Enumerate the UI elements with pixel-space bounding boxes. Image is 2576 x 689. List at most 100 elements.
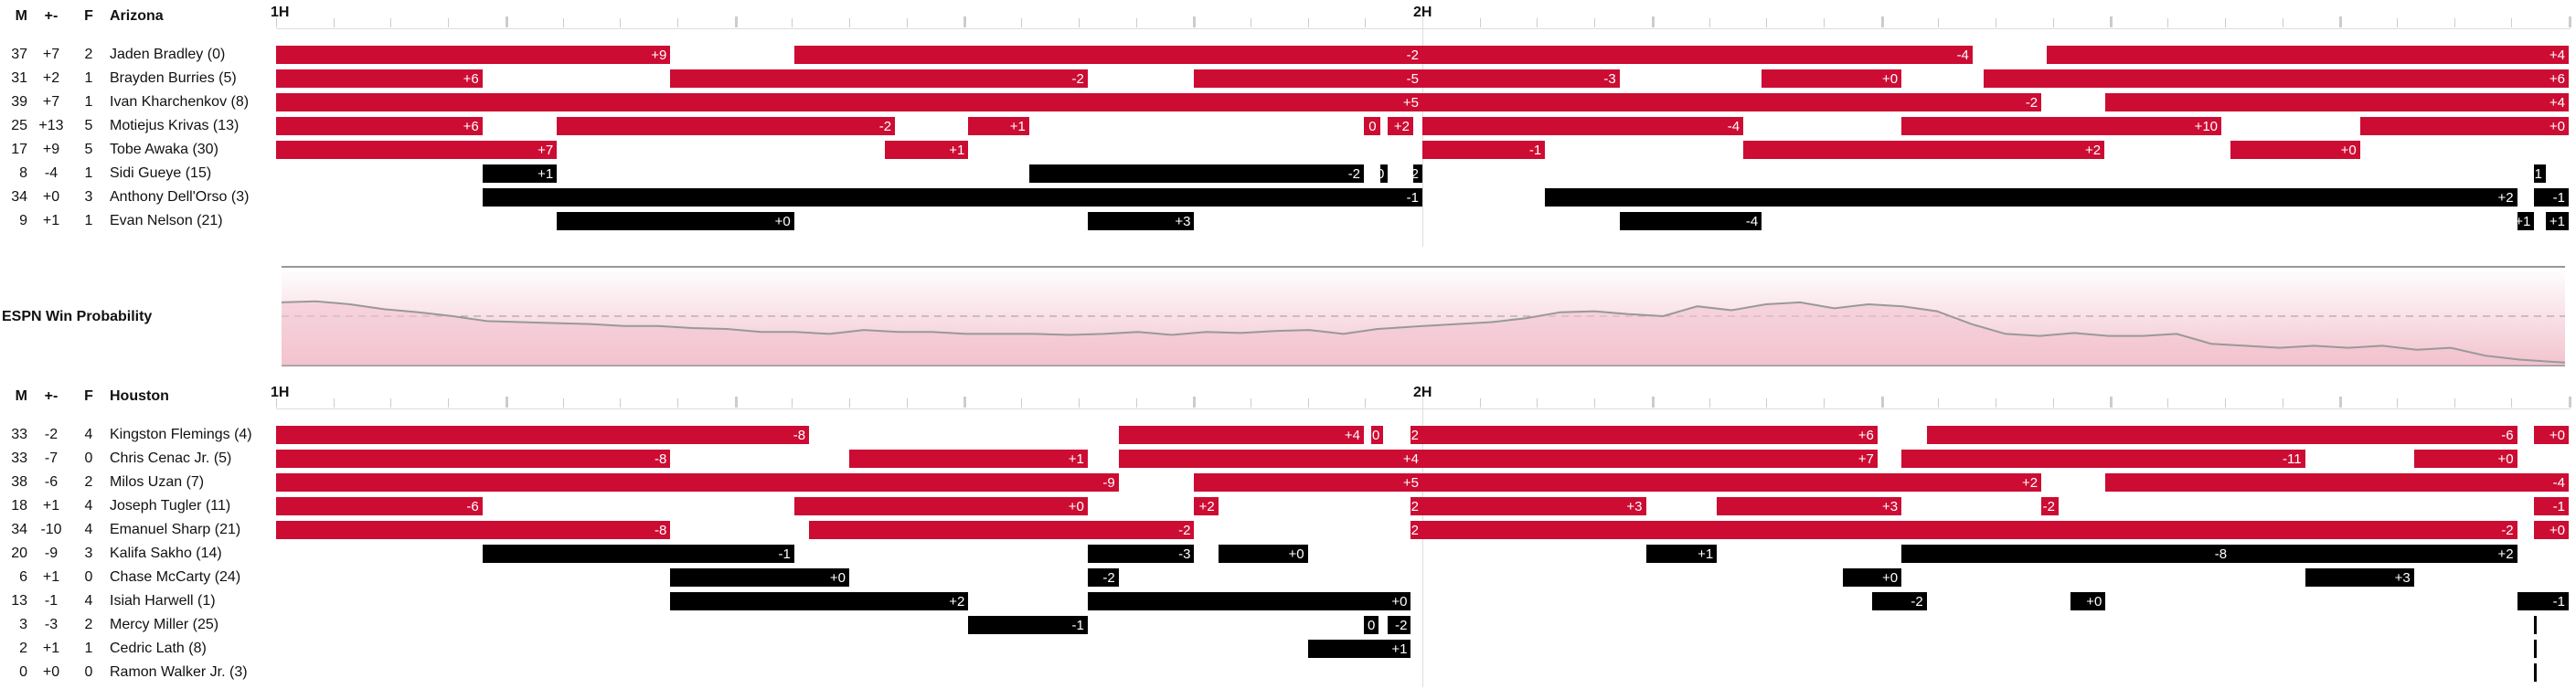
stint-bar-dark[interactable]: +1 [2545, 212, 2569, 230]
on-court-stint[interactable]: +6 [1422, 426, 1878, 444]
stint-bar-dark[interactable]: +0 [557, 212, 794, 230]
on-court-stint[interactable]: -4 [1422, 117, 1744, 135]
on-court-stint[interactable]: +2 [1422, 473, 2042, 492]
player-name[interactable]: Kingston Flemings (4) [110, 427, 252, 442]
on-court-stint[interactable]: +0 [2230, 141, 2360, 159]
on-court-stint[interactable]: +1 [849, 450, 1088, 468]
on-court-stint[interactable]: +5 [276, 93, 1422, 111]
stint-bar-dark[interactable]: +0 [1087, 592, 1411, 610]
on-court-stint[interactable]: +0 [1762, 69, 1902, 88]
stint-bar-dark[interactable]: -2 [1028, 164, 1365, 183]
on-court-stint[interactable]: -2 [1422, 521, 2517, 539]
on-court-stint[interactable]: +3 [1717, 497, 1902, 515]
on-court-stint[interactable]: -2 [1407, 497, 1422, 515]
stint-bar-dark[interactable]: 0 [1364, 616, 1379, 634]
on-court-stint[interactable]: +7 [276, 141, 558, 159]
on-court-stint[interactable]: +4 [1118, 426, 1365, 444]
player-name[interactable]: Milos Uzan (7) [110, 474, 205, 490]
player-name[interactable]: Chase McCarty (24) [110, 569, 241, 585]
on-court-stint[interactable]: -1 [2534, 497, 2569, 515]
on-court-stint[interactable]: +7 [1422, 450, 1878, 468]
stint-bar-dark[interactable]: -8 [1901, 545, 2231, 563]
on-court-stint[interactable]: +0 [793, 497, 1088, 515]
player-name[interactable]: Cedric Lath (8) [110, 641, 207, 656]
stint-bar-dark[interactable]: +0 [2070, 592, 2106, 610]
player-name[interactable]: Brayden Burries (5) [110, 70, 237, 86]
player-name[interactable]: Motiejus Krivas (13) [110, 118, 240, 133]
stint-bar-dark[interactable]: +0 [1843, 568, 1902, 587]
on-court-stint[interactable]: +4 [1118, 450, 1422, 468]
on-court-stint[interactable]: +6 [1984, 69, 2569, 88]
stint-bar-dark[interactable] [2534, 663, 2538, 682]
on-court-stint[interactable]: -6 [1926, 426, 2517, 444]
on-court-stint[interactable]: -2 [2041, 497, 2059, 515]
on-court-stint[interactable]: +0 [2413, 450, 2517, 468]
on-court-stint[interactable]: -1 [1422, 141, 1546, 159]
on-court-stint[interactable]: +4 [2105, 93, 2569, 111]
player-name[interactable]: Chris Cenac Jr. (5) [110, 450, 232, 466]
stint-bar-dark[interactable]: +1 [1307, 640, 1411, 658]
stint-bar-dark[interactable]: +3 [2305, 568, 2414, 587]
on-court-stint[interactable]: -8 [276, 521, 671, 539]
on-court-stint[interactable]: -2 [670, 69, 1088, 88]
stint-bar-dark[interactable]: -2 [1388, 616, 1411, 634]
stint-bar-dark[interactable]: -2 [1871, 592, 1927, 610]
stint-bar-dark[interactable]: -4 [1619, 212, 1762, 230]
player-name[interactable]: Tobe Awaka (30) [110, 142, 218, 157]
stint-bar-dark[interactable]: +0 [1218, 545, 1308, 563]
stint-bar-dark[interactable]: +0 [670, 568, 849, 587]
on-court-stint[interactable]: -5 [1194, 69, 1422, 88]
stint-bar-dark[interactable]: +1 [2515, 212, 2535, 230]
player-name[interactable]: Ivan Kharchenkov (8) [110, 94, 250, 110]
on-court-stint[interactable]: -3 [1422, 69, 1620, 88]
stint-bar-dark[interactable]: -1 [2534, 188, 2569, 207]
on-court-stint[interactable]: -6 [276, 497, 483, 515]
on-court-stint[interactable]: -11 [1901, 450, 2305, 468]
stint-bar-dark[interactable]: -3 [1087, 545, 1195, 563]
on-court-stint[interactable]: +0 [2359, 117, 2569, 135]
stint-bar-dark[interactable]: -1 [2517, 592, 2569, 610]
stint-bar-dark[interactable]: +1 [482, 164, 558, 183]
on-court-stint[interactable]: -2 [793, 46, 1422, 64]
stint-bar-dark[interactable] [2534, 616, 2538, 634]
stint-bar-dark[interactable]: -1 [968, 616, 1088, 634]
stint-bar-dark[interactable]: -2 [1087, 568, 1119, 587]
on-court-stint[interactable]: -2 [557, 117, 896, 135]
stint-bar-dark[interactable]: +3 [1087, 212, 1195, 230]
stint-bar-dark[interactable]: 0 [1377, 164, 1389, 183]
on-court-stint[interactable]: -2 [1422, 93, 2042, 111]
on-court-stint[interactable]: +6 [276, 69, 483, 88]
stint-bar-dark[interactable]: +1 [1645, 545, 1718, 563]
stint-bar-dark[interactable]: +2 [2230, 545, 2517, 563]
stint-bar-dark[interactable]: 1 [2534, 164, 2546, 183]
on-court-stint[interactable]: +10 [1901, 117, 2222, 135]
player-name[interactable]: Isiah Harwell (1) [110, 593, 216, 609]
player-name[interactable]: Kalifa Sakho (14) [110, 546, 222, 561]
on-court-stint[interactable]: -4 [1422, 46, 1973, 64]
stint-bar-dark[interactable]: -1 [482, 188, 1422, 207]
on-court-stint[interactable]: -4 [2105, 473, 2569, 492]
player-name[interactable]: Sidi Gueye (15) [110, 165, 212, 181]
stint-bar-dark[interactable] [2534, 640, 2538, 658]
on-court-stint[interactable]: +3 [1422, 497, 1646, 515]
on-court-stint[interactable]: -2 [1407, 426, 1422, 444]
player-name[interactable]: Emanuel Sharp (21) [110, 522, 241, 537]
player-name[interactable]: Evan Nelson (21) [110, 213, 223, 228]
on-court-stint[interactable]: 0 [1370, 426, 1384, 444]
on-court-stint[interactable]: +2 [1194, 497, 1219, 515]
on-court-stint[interactable]: -9 [276, 473, 1119, 492]
on-court-stint[interactable]: +1 [968, 117, 1029, 135]
player-name[interactable]: Mercy Miller (25) [110, 617, 219, 632]
on-court-stint[interactable]: +1 [884, 141, 969, 159]
on-court-stint[interactable]: 0 [1364, 117, 1380, 135]
player-name[interactable]: Jaden Bradley (0) [110, 47, 226, 62]
on-court-stint[interactable]: +2 [1743, 141, 2105, 159]
on-court-stint[interactable]: +4 [2047, 46, 2569, 64]
on-court-stint[interactable]: +5 [1194, 473, 1422, 492]
player-name[interactable]: Joseph Tugler (11) [110, 498, 231, 514]
on-court-stint[interactable]: -8 [276, 426, 810, 444]
on-court-stint[interactable]: +6 [276, 117, 483, 135]
on-court-stint[interactable]: +0 [2534, 521, 2569, 539]
on-court-stint[interactable]: +2 [1388, 117, 1413, 135]
on-court-stint[interactable]: -8 [276, 450, 671, 468]
